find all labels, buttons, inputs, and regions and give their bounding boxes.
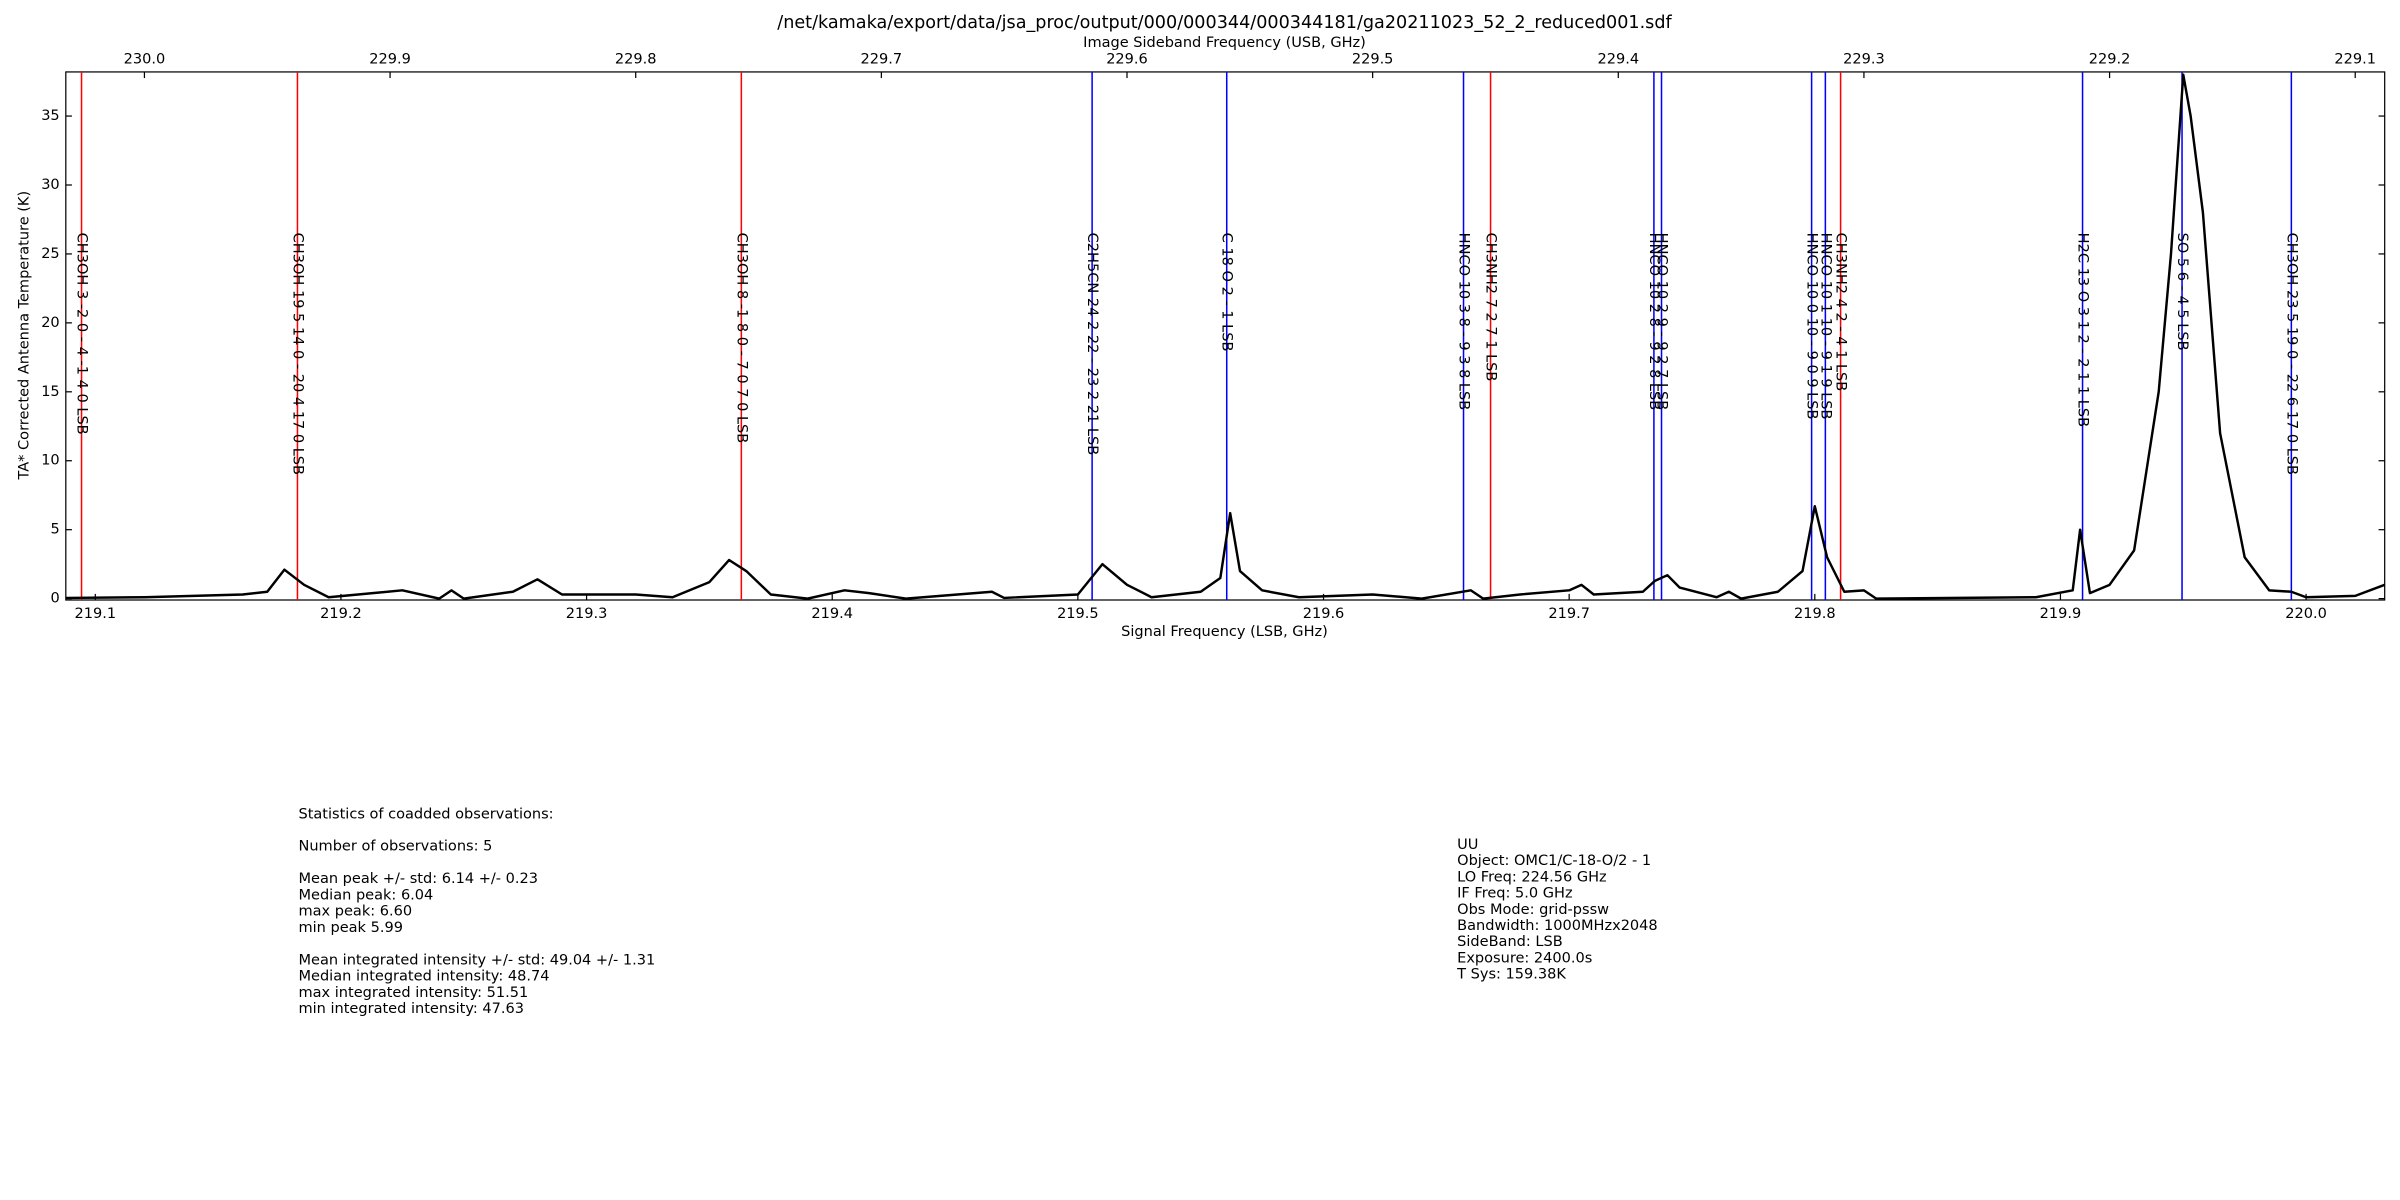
- x-tick-label: 220.0: [2285, 606, 2327, 622]
- x-tick-label: 219.6: [1303, 606, 1345, 622]
- top-tick-label: 229.1: [2334, 52, 2376, 68]
- y-tick-label: 35: [41, 108, 60, 124]
- plot-frame: [65, 71, 2386, 601]
- top-tick-label: 229.9: [369, 52, 411, 68]
- statistics-line: Median integrated intensity: 48.74: [298, 969, 549, 985]
- observation-line: T Sys: 159.38K: [1456, 967, 1566, 983]
- x-tick-label: 219.2: [320, 606, 362, 622]
- top-tick-label: 229.6: [1106, 52, 1148, 68]
- transition-label: CH3NH2 7 2 7 1 LSB: [1483, 233, 1499, 382]
- y-tick-label: 20: [41, 315, 60, 331]
- statistics-line: Number of observations: 5: [298, 839, 492, 855]
- x-tick-label: 219.4: [811, 606, 853, 622]
- y-tick-label: 25: [41, 246, 60, 262]
- statistics-line: min peak 5.99: [298, 920, 402, 936]
- observation-line: Object: OMC1/C-18-O/2 - 1: [1457, 853, 1651, 869]
- y-tick-label: 30: [41, 177, 60, 193]
- transition-label: HNCO 10 0 10 - 9 0 9 LSB: [1804, 233, 1820, 420]
- chart-title: /net/kamaka/export/data/jsa_proc/output/…: [777, 13, 1672, 33]
- observation-line: IF Freq: 5.0 GHz: [1457, 886, 1572, 902]
- transition-label: H2C 13 O 3 1 2 - 2 1 1 LSB: [2075, 233, 2091, 427]
- y-tick-label: 0: [50, 591, 59, 607]
- observation-line: Obs Mode: grid-pssw: [1457, 902, 1609, 918]
- x-axis-label: Signal Frequency (LSB, GHz): [1121, 624, 1328, 640]
- spectrum-line: [65, 73, 2386, 600]
- top-tick-label: 229.5: [1352, 52, 1394, 68]
- statistics-line: Mean peak +/- std: 6.14 +/- 0.23: [298, 871, 538, 887]
- observation-line: SideBand: LSB: [1457, 934, 1563, 950]
- top-tick-label: 229.3: [1843, 52, 1885, 68]
- x-tick-label: 219.8: [1794, 606, 1836, 622]
- transition-label: HNCO 10 2 8 - 9 2 8 LSB: [1646, 233, 1662, 411]
- top-tick-label: 229.8: [615, 52, 657, 68]
- transition-label: HNCO 10 2 9 - 9 2 7 LSB: [1654, 233, 1670, 411]
- transition-label: C 18 O 2 - 1 LSB: [1219, 233, 1235, 352]
- transition-label: CH3OH 8 -1 8 0 - 7 0 7 0 LSB: [733, 233, 749, 444]
- x-tick-label: 219.3: [566, 606, 608, 622]
- observation-line: Exposure: 2400.0s: [1457, 950, 1592, 966]
- statistics-line: min integrated intensity: 47.63: [298, 1001, 524, 1017]
- observation-line: Bandwidth: 1000MHzx2048: [1457, 918, 1658, 934]
- observation-line: UU: [1457, 837, 1478, 853]
- top-axis-label: Image Sideband Frequency (USB, GHz): [1083, 35, 1366, 51]
- transition-label: SO 5 6 - 4 5 LSB: [2174, 233, 2190, 351]
- x-tick-label: 219.7: [1548, 606, 1590, 622]
- x-tick-label: 219.9: [2040, 606, 2082, 622]
- y-axis-label: TA* Corrected Antenna Temperature (K): [16, 191, 32, 481]
- transition-label: CH3NH2 4 2 - 4 1 LSB: [1833, 233, 1849, 392]
- y-tick-label: 15: [41, 384, 60, 400]
- statistics-line: max peak: 6.60: [298, 904, 412, 920]
- transition-label: CH3OH 19 5 14 0 - 20 4 17 0 LSB: [289, 233, 305, 475]
- top-tick-label: 229.7: [861, 52, 903, 68]
- statistics-line: max integrated intensity: 51.51: [298, 985, 528, 1001]
- top-tick-label: 229.4: [1597, 52, 1639, 68]
- x-tick-label: 219.1: [74, 606, 116, 622]
- transition-label: C2H5CN 24 2 22 - 23 2 21 LSB: [1084, 233, 1100, 456]
- transition-label: HNCO 10 1 10 - 9 1 9 LSB: [1817, 233, 1833, 420]
- statistics-line: Mean integrated intensity +/- std: 49.04…: [298, 952, 655, 968]
- y-tick-label: 5: [50, 522, 59, 538]
- x-tick-label: 219.5: [1057, 606, 1099, 622]
- transition-label: HNCO 10 3 8 - 9 3 8 LSB: [1456, 233, 1472, 411]
- transition-label: CH3OH 3 -2 0 - 4 -1 4 0 LSB: [74, 233, 90, 435]
- y-tick-label: 10: [41, 453, 60, 469]
- transition-label: CH3OH 23 5 19 0 - 22 6 17 0 LSB: [2283, 233, 2299, 475]
- statistics-line: Statistics of coadded observations:: [298, 806, 553, 822]
- observation-line: LO Freq: 224.56 GHz: [1457, 869, 1607, 885]
- top-tick-label: 229.2: [2089, 52, 2131, 68]
- statistics-line: Median peak: 6.04: [298, 887, 433, 903]
- top-tick-label: 230.0: [124, 52, 166, 68]
